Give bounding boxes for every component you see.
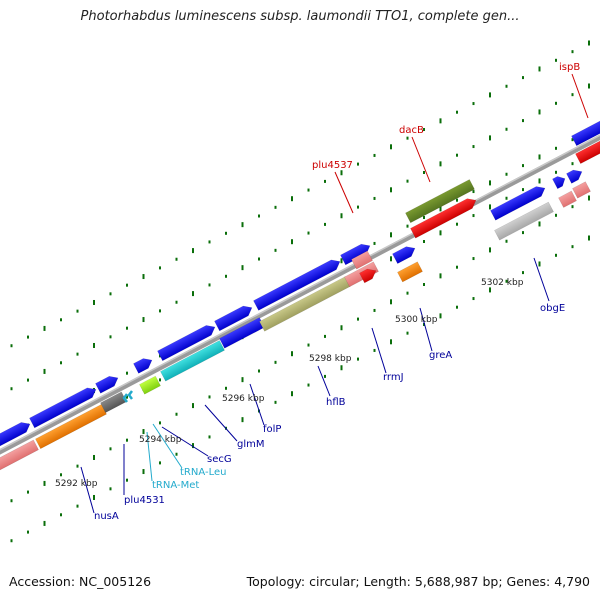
gene-bar[interactable] bbox=[359, 266, 378, 284]
gene-label-dacB[interactable]: dacB bbox=[399, 125, 424, 136]
gene-label-plu4537[interactable]: plu4537 bbox=[312, 160, 353, 171]
gene-bar[interactable] bbox=[160, 340, 225, 382]
callout-line bbox=[80, 466, 95, 514]
gene-label-tRNA-Met[interactable]: tRNA-Met bbox=[152, 480, 199, 491]
gene-bar[interactable] bbox=[253, 257, 342, 311]
gene-bar[interactable] bbox=[397, 261, 423, 283]
gene-bar[interactable] bbox=[214, 303, 254, 332]
forward-gene-labels: plu4537 dacB ispB bbox=[312, 62, 580, 171]
trna-marker[interactable] bbox=[127, 390, 133, 400]
ruler-label: 5300 kbp bbox=[395, 315, 438, 325]
gene-bar[interactable] bbox=[552, 174, 567, 190]
reverse-gene-labels: nusA plu4531 tRNA-Met tRNA-Leu secG glmM… bbox=[94, 303, 565, 522]
gene-bar[interactable] bbox=[494, 201, 554, 241]
callout-line bbox=[152, 423, 183, 469]
gene-bar[interactable] bbox=[572, 181, 591, 199]
callout-line bbox=[411, 136, 431, 183]
gene-bar[interactable] bbox=[29, 385, 98, 429]
ruler-label: 5292 kbp bbox=[55, 479, 98, 489]
gene-bar[interactable] bbox=[571, 117, 600, 147]
gene-label-glmM[interactable]: glmM bbox=[237, 439, 265, 450]
gene-label-plu4531[interactable]: plu4531 bbox=[124, 495, 165, 506]
gene-bar[interactable] bbox=[133, 355, 154, 374]
accession-text: Accession: NC_005126 bbox=[9, 574, 152, 589]
gene-bar[interactable] bbox=[157, 322, 217, 362]
gene-bar[interactable] bbox=[351, 250, 373, 270]
gene-label-rrmJ[interactable]: rrmJ bbox=[383, 372, 404, 383]
gene-bar[interactable] bbox=[405, 179, 475, 224]
ruler-labels: 5292 kbp 5294 kbp 5296 kbp 5298 kbp 5300… bbox=[55, 278, 524, 489]
gene-bar[interactable] bbox=[410, 195, 478, 239]
gene-bar[interactable] bbox=[490, 183, 547, 221]
gene-bar[interactable] bbox=[139, 375, 161, 395]
gene-label-obgE[interactable]: obgE bbox=[540, 303, 565, 314]
gene-bar[interactable] bbox=[95, 373, 120, 394]
callout-line bbox=[204, 404, 238, 442]
gene-bar[interactable] bbox=[575, 136, 600, 164]
gene-label-folP[interactable]: folP bbox=[263, 424, 281, 435]
callout-line bbox=[161, 426, 209, 457]
gene-features[interactable] bbox=[0, 117, 600, 475]
gene-label-tRNA-Leu[interactable]: tRNA-Leu bbox=[180, 467, 226, 478]
genome-summary-text: Topology: circular; Length: 5,688,987 bp… bbox=[246, 574, 590, 589]
callout-line bbox=[317, 365, 331, 397]
callout-line bbox=[371, 327, 387, 374]
callout-line bbox=[571, 73, 589, 119]
gene-label-hflB[interactable]: hflB bbox=[326, 397, 346, 408]
callout-line bbox=[249, 383, 265, 426]
gene-bar[interactable] bbox=[340, 241, 372, 266]
ruler-label: 5302 kbp bbox=[481, 278, 524, 288]
trna-marker[interactable] bbox=[122, 393, 128, 403]
gene-bar[interactable] bbox=[0, 419, 33, 451]
gene-label-ispB[interactable]: ispB bbox=[559, 62, 580, 73]
ruler-label: 5296 kbp bbox=[222, 394, 265, 404]
genome-backbone bbox=[0, 134, 600, 455]
callout-line bbox=[146, 431, 153, 482]
gene-bar[interactable] bbox=[0, 439, 39, 475]
gene-label-greA[interactable]: greA bbox=[429, 350, 452, 361]
gene-bar[interactable] bbox=[392, 243, 417, 264]
gene-bar[interactable] bbox=[558, 190, 577, 208]
gene-bar[interactable] bbox=[566, 167, 584, 184]
map-title: Photorhabdus luminescens subsp. laumondi… bbox=[80, 9, 520, 24]
ruler-label: 5294 kbp bbox=[139, 435, 182, 445]
gene-label-secG[interactable]: secG bbox=[207, 454, 232, 465]
callout-line bbox=[419, 307, 433, 352]
gene-label-nusA[interactable]: nusA bbox=[94, 511, 119, 522]
ruler-label: 5298 kbp bbox=[309, 354, 352, 364]
callout-line bbox=[334, 171, 354, 214]
gene-callout-lines bbox=[80, 73, 589, 514]
callout-line bbox=[533, 257, 550, 302]
